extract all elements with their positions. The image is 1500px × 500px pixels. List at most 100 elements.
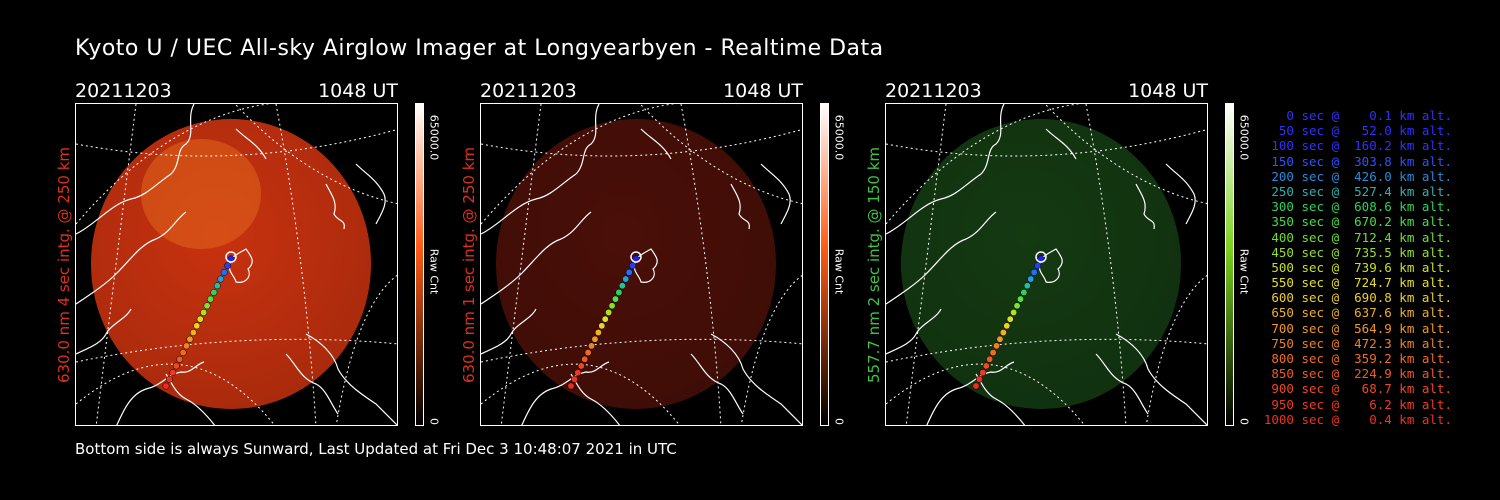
trajectory-point <box>972 382 980 390</box>
trajectory-point <box>176 355 184 363</box>
grid-line <box>886 104 1146 225</box>
panel-2-colorbar-max: 65000.0 <box>832 114 846 161</box>
trajectory-point <box>1003 322 1011 330</box>
legend-row: 450 sec @ 735.5 km alt. <box>1263 244 1452 260</box>
station-marker <box>225 251 237 263</box>
coastline <box>1095 353 1149 415</box>
grid-line <box>905 104 947 425</box>
legend-row: 750 sec @ 472.3 km alt. <box>1263 335 1452 351</box>
grid-line <box>481 363 680 425</box>
coastline <box>1165 163 1196 225</box>
legend-row: 350 sec @ 670.2 km alt. <box>1263 214 1452 230</box>
trajectory-point <box>982 362 990 370</box>
trajectory-point <box>577 362 585 370</box>
panel-1-airglow-image <box>75 103 398 426</box>
trajectory-point <box>567 382 575 390</box>
coastline <box>640 128 672 160</box>
trajectory-point <box>200 309 208 316</box>
trajectory-point <box>165 375 173 383</box>
coastline <box>521 361 610 425</box>
trajectory-point <box>1013 302 1021 310</box>
trajectory-point <box>162 382 170 390</box>
legend-row: 800 sec @ 359.2 km alt. <box>1263 351 1452 366</box>
coastline <box>355 163 386 225</box>
trajectory-legend: 0 sec @ 0.1 km alt. 50 sec @ 52.0 km alt… <box>1262 108 1452 427</box>
trajectory-point <box>193 322 201 330</box>
trajectory-point <box>1006 315 1014 323</box>
trajectory-point <box>169 369 177 377</box>
grid-line <box>95 104 137 425</box>
trajectory-point <box>1017 295 1024 303</box>
bright-aurora-region <box>141 139 261 249</box>
panel-2-colorbar <box>820 103 829 426</box>
coastline <box>116 361 205 425</box>
trajectory-point <box>224 262 232 270</box>
coastline <box>886 104 1005 235</box>
airglow-disc <box>496 119 776 409</box>
trajectory-point <box>996 335 1004 343</box>
footer-status: Bottom side is always Sunward, Last Upda… <box>75 440 677 458</box>
coastline <box>76 211 187 305</box>
trajectory-point <box>601 315 609 323</box>
trajectory-point <box>172 362 180 370</box>
grid-line <box>481 338 802 363</box>
panel-2-colorbar-unit: Raw Cnt <box>832 248 846 295</box>
trajectory-point <box>608 302 616 310</box>
panel-1-colorbar-labels: 65000.0 Raw Cnt 0 <box>427 103 441 426</box>
coastline <box>481 211 592 305</box>
trajectory-point <box>591 335 599 343</box>
coastline <box>1135 183 1155 230</box>
coastline <box>760 163 791 225</box>
trajectory-point <box>581 355 589 363</box>
trajectory-point <box>217 275 225 283</box>
trajectory-point <box>1020 288 1028 296</box>
trajectory-point <box>1030 268 1038 276</box>
trajectory-point <box>213 282 221 290</box>
legend-row: 600 sec @ 690.8 km alt. <box>1263 290 1452 306</box>
trajectory-point <box>598 322 606 330</box>
trajectory-point <box>993 342 1000 350</box>
station-marker <box>630 251 642 263</box>
coastline <box>886 211 997 305</box>
legend-row: 900 sec @ 68.7 km alt. <box>1263 381 1452 397</box>
coastline <box>76 104 195 235</box>
coastline <box>481 104 600 235</box>
trajectory-point <box>584 349 592 357</box>
panel-3-date: 20211203 <box>885 80 982 102</box>
coastline <box>481 308 537 355</box>
trajectory-point <box>629 262 637 270</box>
grid-line <box>886 338 1207 363</box>
coastline <box>886 308 942 355</box>
coastline <box>926 361 1015 425</box>
coastline <box>305 333 397 425</box>
grid-line <box>639 104 802 205</box>
grid-line <box>886 129 1207 157</box>
panel-1-colorbar-unit: Raw Cnt <box>427 248 441 295</box>
legend-row: 650 sec @ 637.6 km alt. <box>1263 305 1452 321</box>
trajectory-point <box>210 288 218 296</box>
trajectory-point <box>986 355 994 363</box>
trajectory-point <box>989 349 997 357</box>
panel-1-colorbar-min: 0 <box>427 418 441 425</box>
trajectory-point <box>220 268 228 276</box>
coastline <box>76 308 132 355</box>
trajectory-point <box>1034 262 1042 270</box>
panel-3-colorbar-min: 0 <box>1237 418 1251 425</box>
panel-1-date: 20211203 <box>75 80 172 102</box>
trajectory-point <box>203 302 211 310</box>
panel-3-time: 1048 UT <box>1128 80 1208 102</box>
trajectory-point <box>615 288 623 296</box>
coastline <box>633 248 658 283</box>
grid-line <box>335 274 397 425</box>
grid-line <box>76 338 397 363</box>
page-title: Kyoto U / UEC All-sky Airglow Imager at … <box>75 36 884 61</box>
legend-row: 950 sec @ 6.2 km alt. <box>1263 396 1452 412</box>
panel-1-colorbar-max: 65000.0 <box>427 114 441 161</box>
coastline <box>1115 333 1207 425</box>
panel-2-colorbar-labels: 65000.0 Raw Cnt 0 <box>832 103 846 426</box>
coastline <box>285 353 339 415</box>
trajectory-point <box>999 329 1007 336</box>
legend-row: 150 sec @ 303.8 km alt. <box>1263 153 1452 169</box>
panel-3-airglow-image <box>885 103 1208 426</box>
legend-row: 300 sec @ 608.6 km alt. <box>1263 199 1452 215</box>
